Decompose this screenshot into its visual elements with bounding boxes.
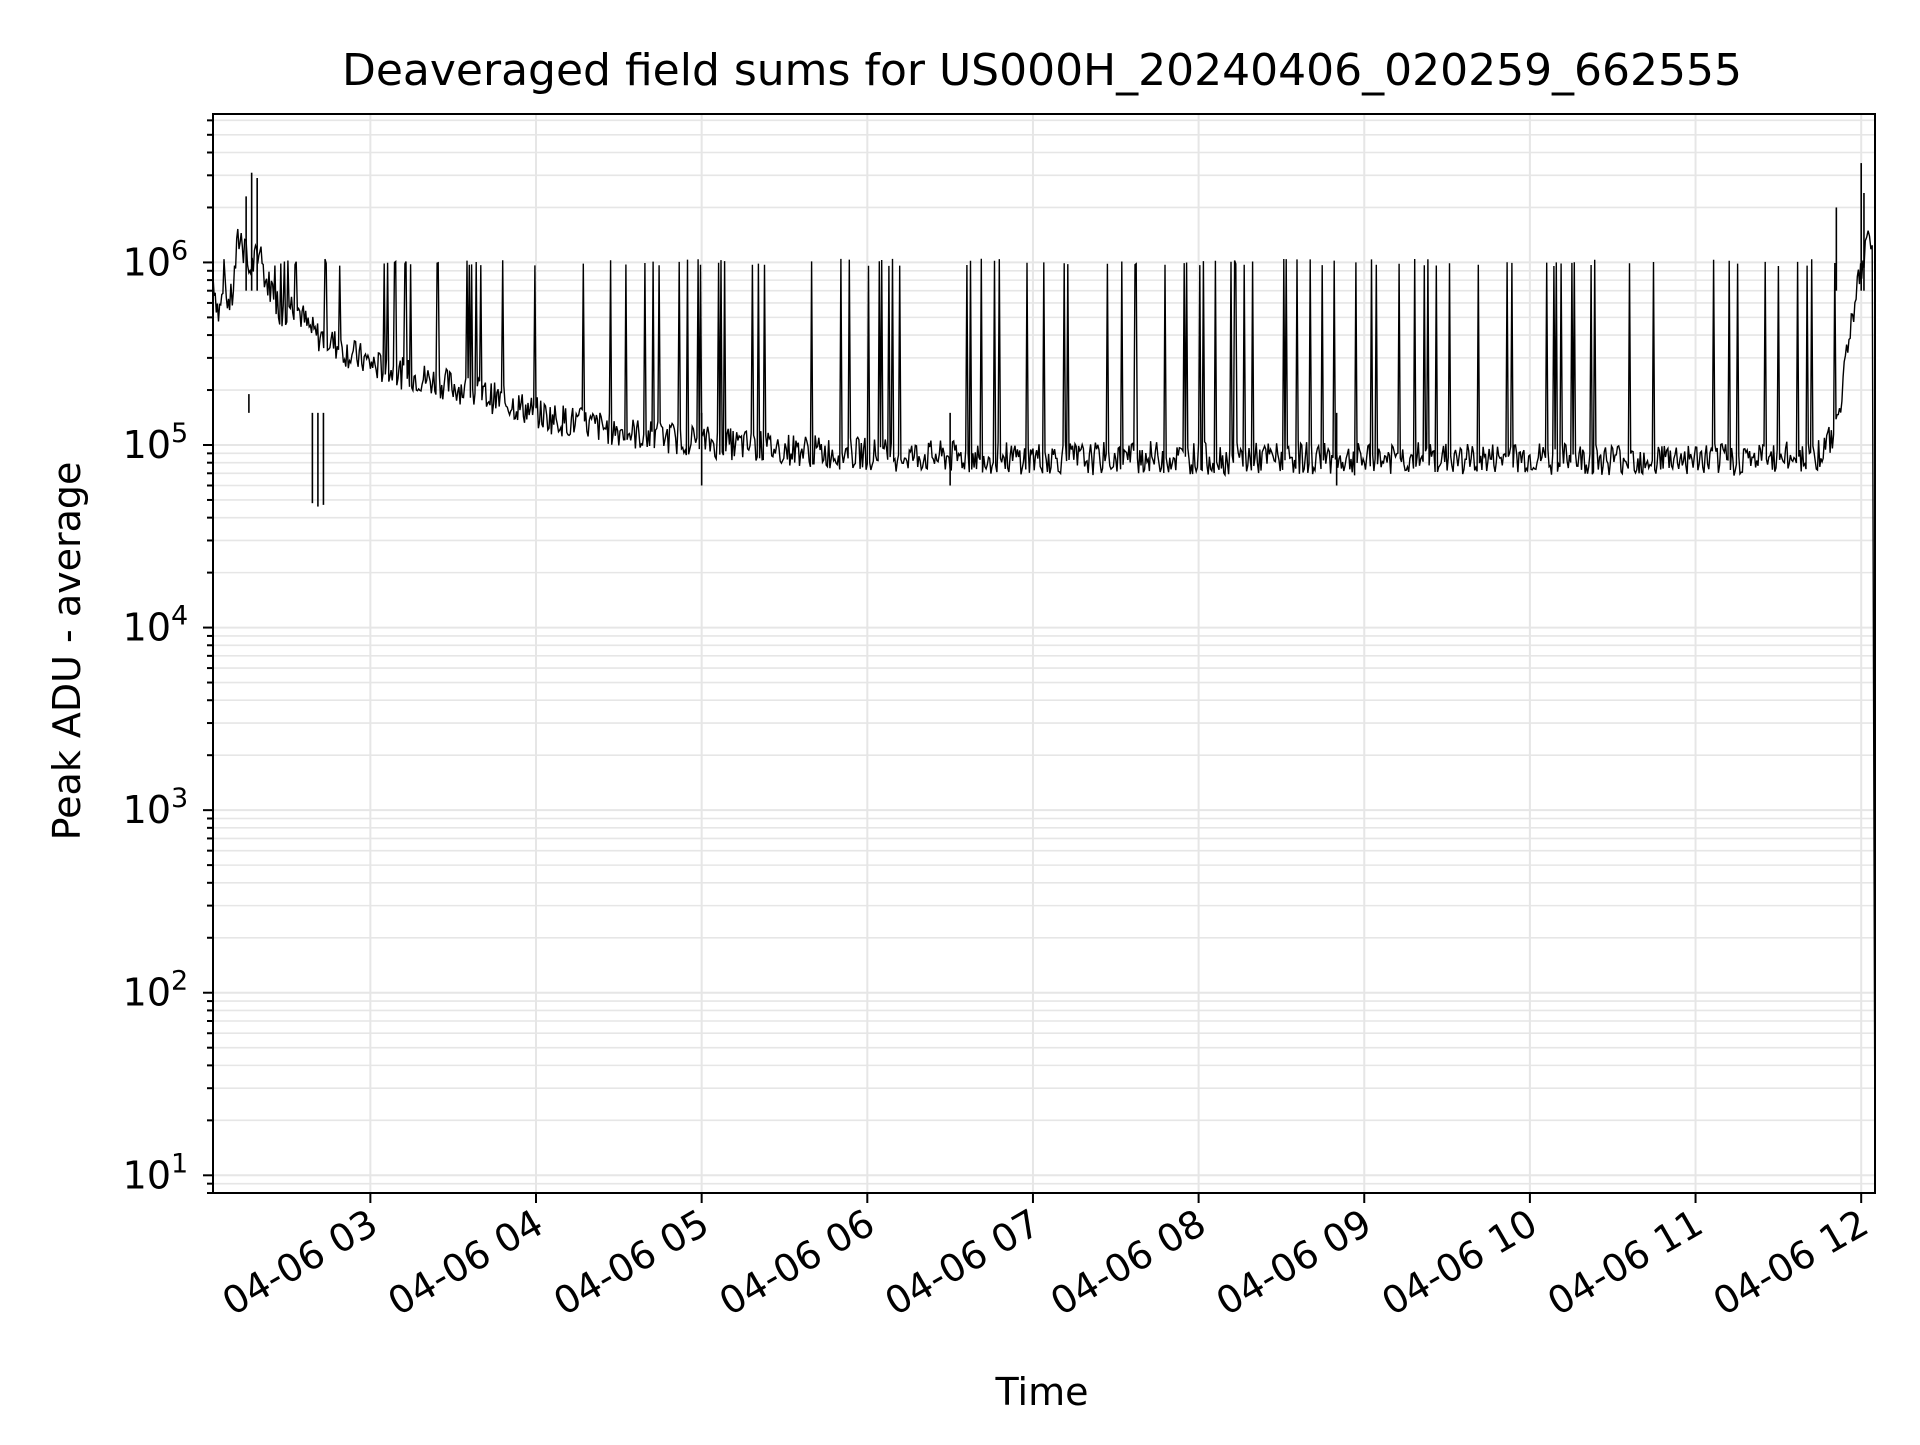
y-tick-label: 10 <box>123 240 171 284</box>
y-axis-label: Peak ADU - average <box>45 462 89 841</box>
series-line <box>212 228 1876 1176</box>
x-axis-label: Time <box>995 1370 1089 1414</box>
y-tick-label: 10 <box>123 788 171 832</box>
grid <box>213 114 1875 1194</box>
chart-title: Deaveraged field sums for US000H_2024040… <box>342 45 1742 96</box>
y-tick-label: 10 <box>123 423 171 467</box>
y-tick-label-exponent: 3 <box>171 783 188 814</box>
data-series <box>212 163 1876 1176</box>
plot-frame <box>212 113 1876 1194</box>
y-tick-label-exponent: 2 <box>171 966 188 997</box>
y-tick-label: 10 <box>123 606 171 650</box>
y-tick-label-exponent: 4 <box>171 601 188 632</box>
y-tick-label-base: 10 <box>123 971 171 1015</box>
y-tick-label-exponent: 6 <box>171 235 188 266</box>
y-tick-label-base: 10 <box>123 240 171 284</box>
y-tick-label-base: 10 <box>123 606 171 650</box>
y-tick-label-base: 10 <box>123 788 171 832</box>
y-tick-label: 10 <box>123 1153 171 1197</box>
y-tick-label: 10 <box>123 971 171 1015</box>
y-tick-label-base: 10 <box>123 423 171 467</box>
y-tick-label-exponent: 5 <box>171 418 188 449</box>
y-tick-label-exponent: 1 <box>171 1148 188 1179</box>
y-tick-label-base: 10 <box>123 1153 171 1197</box>
